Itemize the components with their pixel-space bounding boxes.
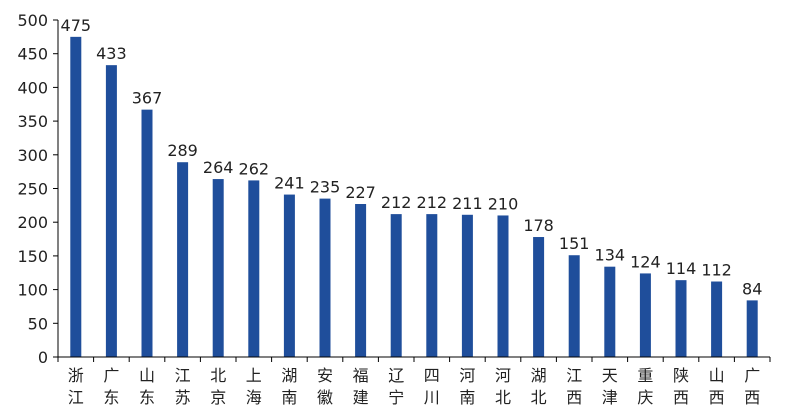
y-tick-label: 400 (17, 78, 48, 97)
data-label: 151 (559, 234, 590, 253)
y-axis-ticks: 0 50 100 150 200 250 300 350 400 450 500 (17, 11, 771, 367)
data-label: 289 (167, 141, 198, 160)
data-label: 178 (523, 216, 554, 235)
category-label: 四川 (424, 366, 440, 407)
bar (141, 109, 153, 357)
bar (212, 179, 224, 357)
y-tick-label: 50 (28, 314, 48, 333)
bar (497, 215, 509, 357)
data-label: 433 (96, 44, 127, 63)
bar (105, 65, 117, 358)
data-label: 262 (239, 159, 270, 178)
data-label: 227 (345, 183, 376, 202)
bar (355, 204, 367, 357)
bar (604, 266, 616, 357)
data-label: 211 (452, 194, 483, 213)
data-label: 112 (701, 261, 732, 280)
y-tick-label: 200 (17, 213, 48, 232)
data-label: 124 (630, 252, 661, 271)
bar (746, 300, 758, 357)
data-label: 241 (274, 174, 305, 193)
category-label: 北京 (210, 366, 226, 407)
category-label: 上海 (246, 366, 262, 407)
y-tick-label: 100 (17, 281, 48, 300)
bar (675, 280, 687, 357)
data-label: 212 (417, 193, 448, 212)
y-tick-label: 250 (17, 180, 48, 199)
category-label: 山东 (139, 366, 155, 407)
bar (711, 281, 723, 357)
category-label: 广东 (103, 366, 119, 407)
category-label: 河南 (459, 366, 475, 407)
category-label: 山西 (709, 366, 725, 407)
category-label: 重庆 (637, 366, 653, 407)
bar (390, 214, 402, 357)
data-label: 84 (742, 279, 762, 298)
category-label: 江西 (566, 366, 582, 407)
category-label: 辽宁 (388, 366, 404, 407)
y-tick-label: 500 (17, 11, 48, 30)
category-label: 广西 (744, 366, 760, 407)
category-label: 浙江 (68, 366, 84, 407)
category-label: 江苏 (175, 366, 191, 407)
category-label: 湖北 (531, 366, 547, 407)
bar (461, 214, 473, 357)
y-tick-label: 350 (17, 112, 48, 131)
y-tick-label: 300 (17, 146, 48, 165)
data-label: 210 (488, 194, 519, 213)
category-label: 天津 (602, 366, 618, 407)
data-label: 212 (381, 193, 412, 212)
category-label: 福建 (353, 366, 369, 407)
bars (70, 36, 758, 358)
data-label: 134 (595, 246, 626, 265)
y-tick-label: 450 (17, 45, 48, 64)
bar (283, 194, 295, 357)
category-label: 陕西 (673, 366, 689, 407)
bar (70, 36, 82, 357)
data-label: 235 (310, 178, 341, 197)
category-label: 河北 (495, 366, 511, 407)
bar (248, 180, 260, 357)
bar (319, 198, 331, 357)
category-label: 安徽 (317, 366, 333, 407)
y-tick-label: 150 (17, 247, 48, 266)
data-label: 475 (61, 16, 92, 35)
bar (639, 273, 651, 357)
bar (426, 214, 438, 357)
bar (177, 162, 189, 357)
data-label: 264 (203, 158, 234, 177)
y-tick-label: 0 (38, 348, 48, 367)
bar (533, 237, 545, 357)
category-label: 湖南 (281, 366, 297, 407)
bar (568, 255, 580, 357)
data-label: 114 (666, 259, 697, 278)
data-label: 367 (132, 89, 163, 108)
